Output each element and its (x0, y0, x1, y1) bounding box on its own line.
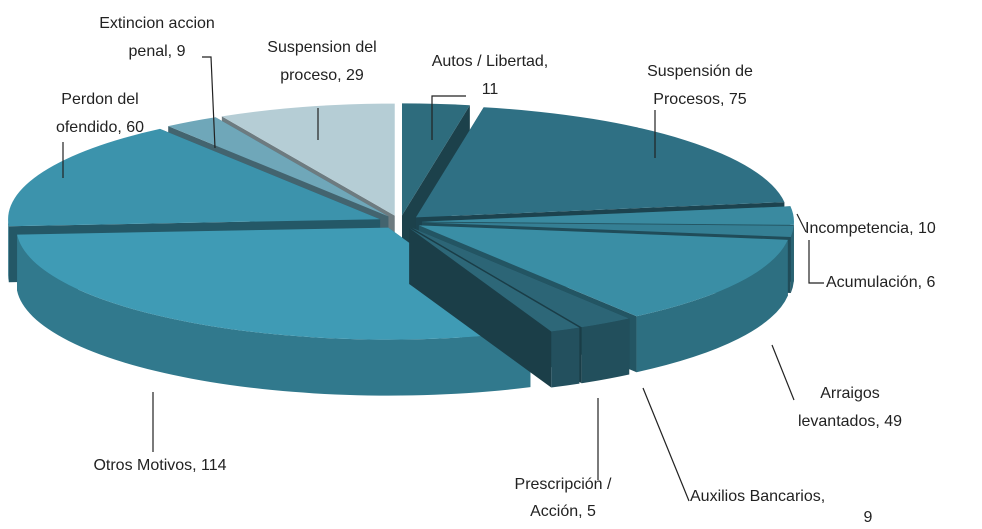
slice-top (416, 107, 784, 217)
data-label: Arraigos (820, 385, 880, 402)
data-label: Suspension del (267, 39, 376, 56)
slice-wall (582, 318, 630, 383)
data-label: Auxilios Bancarios, (690, 488, 825, 505)
data-label: penal, 9 (129, 43, 186, 60)
data-label: Incompetencia, 10 (805, 220, 936, 237)
data-label: levantados, 49 (798, 413, 902, 430)
data-label: proceso, 29 (280, 67, 364, 84)
leader-line (772, 345, 794, 400)
data-label: Procesos, 75 (653, 91, 746, 108)
leader-line (643, 388, 689, 501)
data-label: Extincion accion (99, 15, 215, 32)
data-label: 11 (482, 81, 499, 98)
data-label: Prescripción / (515, 476, 612, 493)
slice-wall (551, 328, 579, 388)
data-label: ofendido, 60 (56, 119, 144, 136)
leader-line (809, 240, 824, 283)
data-label: Otros Motivos, 114 (93, 457, 226, 474)
data-label: Acumulación, 6 (826, 274, 935, 291)
slice-wall (8, 219, 9, 282)
data-label: Autos / Libertad, (432, 53, 549, 70)
data-label: Perdon del (61, 91, 138, 108)
data-label: Suspensión de (647, 63, 753, 80)
data-label: 9 (864, 509, 873, 524)
data-label: Acción, 5 (530, 503, 596, 520)
